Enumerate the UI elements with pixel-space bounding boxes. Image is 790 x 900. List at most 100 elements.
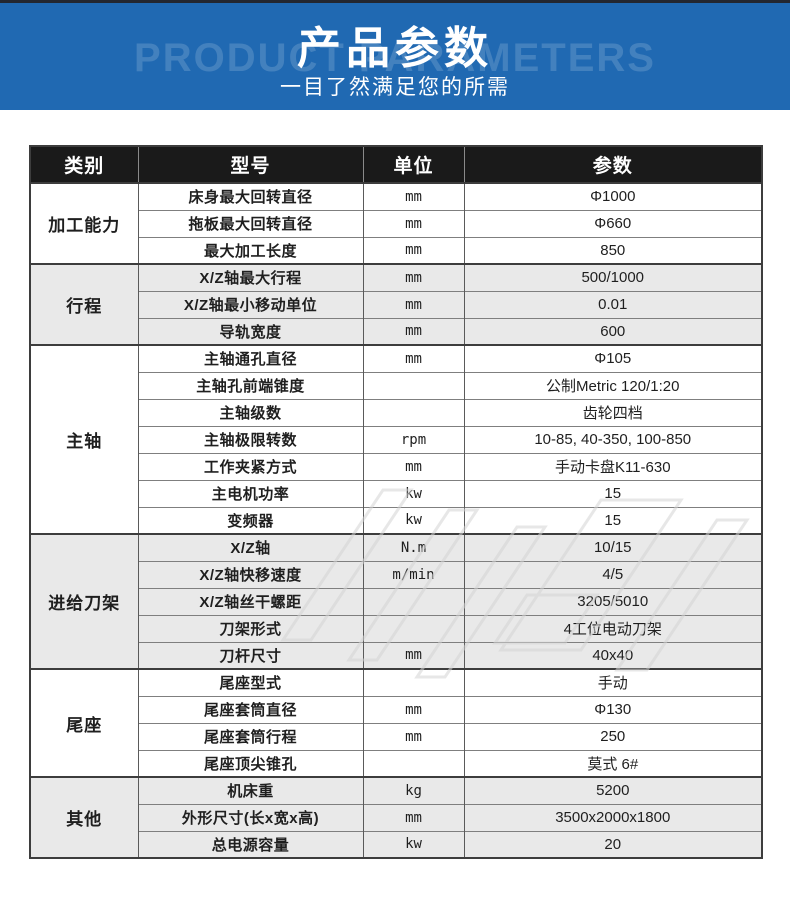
unit-cell	[362, 749, 465, 777]
value-cell: 4工位电动刀架	[463, 614, 763, 642]
model-cell: 刀杆尺寸	[137, 641, 364, 669]
unit-cell: mm	[362, 695, 465, 723]
value-cell: 10/15	[463, 533, 763, 561]
unit-cell: mm	[362, 236, 465, 264]
model-cell: 导轨宽度	[137, 317, 364, 345]
value-cell: 4/5	[463, 560, 763, 588]
unit-cell: kw	[362, 830, 465, 858]
value-cell: 莫式 6#	[463, 749, 763, 777]
model-cell: 主轴孔前端锥度	[137, 371, 364, 399]
category-cell: 主轴	[29, 344, 139, 534]
value-cell: 手动卡盘K11-630	[463, 452, 763, 480]
model-cell: X/Z轴丝干螺距	[137, 587, 364, 615]
unit-cell: mm	[362, 209, 465, 237]
table-header-row: 类别 型号 单位 参数	[30, 146, 762, 184]
value-cell: 齿轮四档	[463, 398, 763, 426]
model-cell: 主轴通孔直径	[137, 344, 364, 372]
table-row: 尾座顶尖锥孔 莫式 6#	[30, 749, 763, 777]
unit-cell: mm	[362, 641, 465, 669]
value-cell: 5200	[463, 776, 763, 804]
model-cell: 尾座套筒行程	[137, 722, 364, 750]
model-cell: X/Z轴最大行程	[137, 263, 364, 291]
value-cell: Φ1000	[463, 182, 763, 210]
model-cell: 刀架形式	[137, 614, 364, 642]
header-model: 型号	[137, 146, 364, 184]
model-cell: X/Z轴最小移动单位	[137, 290, 364, 318]
header-parameter: 参数	[463, 146, 762, 184]
table-row: 工作夹紧方式 mm 手动卡盘K11-630	[30, 452, 763, 480]
table-row: 导轨宽度 mm 600	[30, 317, 763, 345]
unit-cell: mm	[362, 452, 465, 480]
value-cell: 0.01	[463, 290, 763, 318]
model-cell: 变频器	[137, 506, 364, 534]
parameters-table-body: 加工能力 床身最大回转直径 mm Φ1000 拖板最大回转直径 mm Φ660 最大加工长度 m…	[29, 182, 763, 858]
model-cell: 拖板最大回转直径	[137, 209, 364, 237]
table-row: 进给刀架 X/Z轴 N.m 10/15	[29, 533, 763, 669]
value-cell: 10-85, 40-350, 100-850	[463, 425, 763, 453]
unit-cell	[362, 614, 465, 642]
table-row: 主轴孔前端锥度 公制Metric 120/1:20	[30, 371, 763, 399]
unit-cell: m/min	[362, 560, 465, 588]
category-cell: 尾座	[29, 668, 139, 777]
banner-background-text: PRODUCT PARAMETERS	[134, 36, 656, 80]
table-row: X/Z轴快移速度 m/min 4/5	[30, 560, 763, 588]
category-cell: 其他	[29, 776, 139, 858]
table-row: 主轴级数 齿轮四档	[30, 398, 763, 426]
category-cell: 加工能力	[29, 182, 139, 264]
table-row: 刀架形式 4工位电动刀架	[30, 614, 763, 642]
header-category: 类别	[30, 146, 139, 184]
banner: PRODUCT PARAMETERS 产品参数 一目了然满足您的所需	[0, 0, 790, 110]
value-cell: 15	[463, 479, 763, 507]
header-unit: 单位	[362, 146, 465, 184]
table-row: X/Z轴最小移动单位 mm 0.01	[30, 290, 763, 318]
unit-cell: mm	[362, 182, 465, 210]
model-cell: 总电源容量	[137, 830, 364, 858]
unit-cell: mm	[362, 344, 465, 372]
model-cell: 床身最大回转直径	[137, 182, 364, 210]
model-cell: 最大加工长度	[137, 236, 364, 264]
value-cell: Φ130	[463, 695, 763, 723]
value-cell: 手动	[463, 668, 763, 696]
model-cell: X/Z轴快移速度	[137, 560, 364, 588]
unit-cell	[362, 587, 465, 615]
parameters-table: 类别 型号 单位 参数 加工能力 床身最大回转直径 mm Φ1000 拖板最大回转直径 m…	[29, 145, 763, 859]
unit-cell: kg	[362, 776, 465, 804]
table-row: 外形尺寸(长x宽x高) mm 3500x2000x1800	[30, 803, 763, 831]
value-cell: 20	[463, 830, 763, 858]
table-row: 总电源容量 kw 20	[30, 830, 763, 858]
value-cell: 3500x2000x1800	[463, 803, 763, 831]
table-row: 变频器 kw 15	[30, 506, 763, 534]
unit-cell: rpm	[362, 425, 465, 453]
table-row: 加工能力 床身最大回转直径 mm Φ1000	[29, 182, 763, 264]
table-row: 刀杆尺寸 mm 40x40	[30, 641, 763, 669]
model-cell: 主轴极限转数	[137, 425, 364, 453]
model-cell: X/Z轴	[137, 533, 364, 561]
value-cell: 公制Metric 120/1:20	[463, 371, 763, 399]
model-cell: 尾座套筒直径	[137, 695, 364, 723]
unit-cell: N.m	[362, 533, 465, 561]
unit-cell	[362, 668, 465, 696]
unit-cell: kw	[362, 479, 465, 507]
table-row: 尾座 尾座型式 手动	[29, 668, 763, 777]
unit-cell	[362, 398, 465, 426]
category-cell: 行程	[29, 263, 139, 345]
table-row: 尾座套筒行程 mm 250	[30, 722, 763, 750]
model-cell: 尾座顶尖锥孔	[137, 749, 364, 777]
table-row: 主轴 主轴通孔直径 mm Φ105	[29, 344, 763, 534]
page-subtitle: 一目了然满足您的所需	[280, 76, 510, 99]
table-row: 行程 X/Z轴最大行程 mm 500/1000	[29, 263, 763, 345]
model-cell: 尾座型式	[137, 668, 364, 696]
table-row: 最大加工长度 mm 850	[30, 236, 763, 264]
table-row: 主轴极限转数 rpm 10-85, 40-350, 100-850	[30, 425, 763, 453]
value-cell: 3205/5010	[463, 587, 763, 615]
parameters-table-wrap: 类别 型号 单位 参数 加工能力 床身最大回转直径 mm Φ1000 拖板最大回转直径 m…	[29, 145, 763, 859]
page-title: 产品参数	[297, 24, 493, 73]
model-cell: 主轴级数	[137, 398, 364, 426]
unit-cell: mm	[362, 290, 465, 318]
category-cell: 进给刀架	[29, 533, 139, 669]
model-cell: 机床重	[137, 776, 364, 804]
unit-cell: mm	[362, 317, 465, 345]
table-row: X/Z轴丝干螺距 3205/5010	[30, 587, 763, 615]
unit-cell: kw	[362, 506, 465, 534]
unit-cell: mm	[362, 263, 465, 291]
